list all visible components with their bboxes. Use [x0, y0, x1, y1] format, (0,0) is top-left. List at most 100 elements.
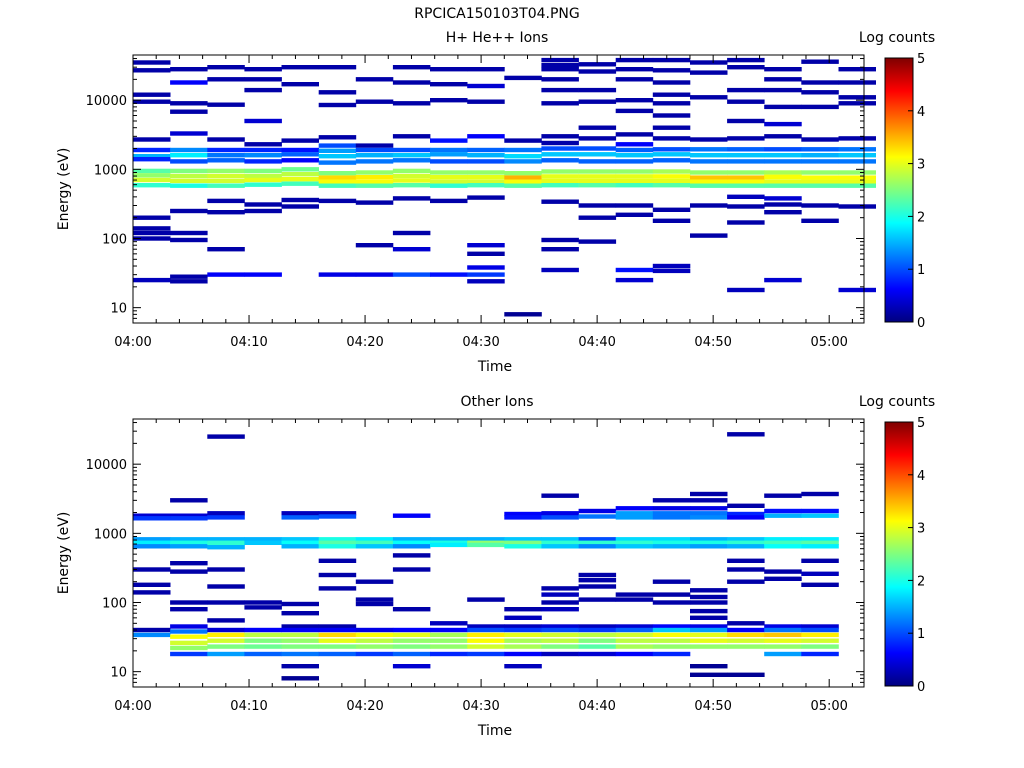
spectrogram-cell: [467, 542, 505, 548]
spectrogram-cell: [355, 644, 394, 649]
spectrogram-cell: [541, 515, 579, 520]
spectrogram-cell: [541, 540, 579, 545]
spectrogram-cell: [578, 644, 617, 649]
spectrogram-cell: [318, 175, 357, 180]
spectrogram-cell: [281, 197, 319, 203]
y-tick-label: 1000: [94, 527, 127, 542]
spectrogram-cell: [615, 506, 654, 511]
spectrogram-cell: [281, 158, 319, 163]
spectrogram-cell: [652, 169, 691, 174]
spectrogram-cell: [504, 511, 542, 517]
spectrogram-cell: [170, 80, 208, 85]
spectrogram-cell: [281, 611, 319, 616]
spectrogram-cell: [652, 178, 691, 184]
spectrogram-cell: [244, 159, 282, 164]
spectrogram-cell: [504, 644, 542, 649]
spectrogram-cell: [541, 67, 579, 72]
spectrogram-cell: [838, 170, 876, 175]
spectrogram-cell: [430, 627, 468, 633]
spectrogram-cell: [281, 624, 319, 629]
colorbar-tick-label: 0: [917, 316, 925, 331]
spectrogram-cell: [578, 159, 617, 164]
spectrogram-cell: [467, 179, 505, 184]
spectrogram-cell: [504, 615, 542, 620]
spectrogram-cell: [615, 67, 654, 72]
spectrogram-cell: [690, 594, 728, 600]
spectrogram-cell: [281, 65, 319, 70]
spectrogram-cell: [133, 540, 171, 545]
spectrogram-cell: [690, 491, 728, 497]
spectrogram-cell: [727, 147, 765, 152]
spectrogram-cell: [504, 664, 542, 669]
spectrogram-cell: [652, 544, 691, 549]
spectrogram-cell: [801, 80, 839, 85]
spectrogram-cell: [281, 676, 319, 681]
spectrogram-cell: [170, 629, 208, 634]
spectrogram-cell: [652, 511, 691, 516]
colorbar-tick-label: 1: [917, 627, 925, 642]
spectrogram-cell: [170, 537, 208, 542]
spectrogram-cell: [690, 159, 728, 164]
spectrogram-cell: [467, 651, 505, 657]
spectrogram-cell: [207, 210, 245, 215]
y-tick-label: 10000: [86, 458, 127, 473]
spectrogram-cell: [764, 153, 802, 158]
spectrogram-cell: [467, 83, 505, 89]
spectrogram-cell: [355, 651, 394, 657]
spectrogram-cell: [652, 125, 691, 130]
spectrogram-cell: [541, 178, 579, 184]
spectrogram-cell: [207, 632, 245, 638]
spectrogram-cell: [170, 513, 208, 518]
spectrogram-cell: [652, 515, 691, 520]
spectrogram-cell: [430, 175, 468, 180]
spectrogram-cell: [504, 75, 542, 81]
spectrogram-cell: [727, 220, 765, 225]
spectrogram-cell: [541, 158, 579, 163]
spectrogram-cell: [764, 624, 802, 629]
spectrogram-cell: [615, 169, 654, 174]
spectrogram-cell: [615, 212, 654, 217]
spectrogram-cell: [504, 638, 542, 643]
spectrogram-cell: [170, 178, 208, 184]
x-tick-label: 04:50: [694, 335, 731, 350]
spectrogram-cell: [690, 632, 728, 638]
spectrogram-cell: [430, 67, 468, 72]
spectrogram-cell: [133, 173, 171, 178]
spectrogram-cell: [281, 147, 319, 153]
spectrogram-cell: [244, 540, 282, 545]
spectrogram-cell: [430, 159, 468, 164]
spectrogram-cell: [170, 173, 208, 179]
spectrogram-cell: [133, 513, 171, 518]
x-tick-label: 04:10: [230, 335, 267, 350]
spectrogram-cell: [541, 140, 579, 146]
spectrogram-cell: [727, 179, 765, 184]
spectrogram-cell: [244, 605, 282, 610]
spectrogram-cell: [541, 607, 579, 612]
spectrogram-cell: [392, 230, 431, 236]
panel-2-colorbar-ticks: 0 1 2 3 4 5: [908, 416, 925, 695]
spectrogram-cell: [727, 627, 765, 633]
spectrogram-cell: [801, 491, 839, 497]
spectrogram-cell: [801, 638, 839, 643]
spectrogram-cell: [133, 147, 171, 153]
spectrogram-cell: [467, 537, 505, 542]
spectrogram-cell: [281, 651, 319, 657]
spectrogram-cell: [355, 183, 394, 188]
spectrogram-cell: [541, 600, 579, 605]
spectrogram-cell: [392, 134, 431, 139]
spectrogram-cell: [838, 159, 876, 164]
spectrogram-cell: [355, 243, 394, 248]
spectrogram-cell: [578, 651, 617, 657]
spectrogram-cell: [170, 101, 208, 106]
spectrogram-cell: [318, 544, 357, 549]
spectrogram-cell: [170, 600, 208, 605]
spectrogram-cell: [467, 175, 505, 180]
spectrogram-cell: [467, 265, 505, 270]
spectrogram-cell: [318, 537, 357, 542]
spectrogram-cell: [170, 498, 208, 503]
panel-1-colorbar-label: Log counts: [859, 30, 935, 46]
spectrogram-cell: [207, 434, 245, 439]
spectrogram-cell: [727, 537, 765, 542]
spectrogram-cell: [615, 267, 654, 273]
spectrogram-cell: [244, 644, 282, 649]
